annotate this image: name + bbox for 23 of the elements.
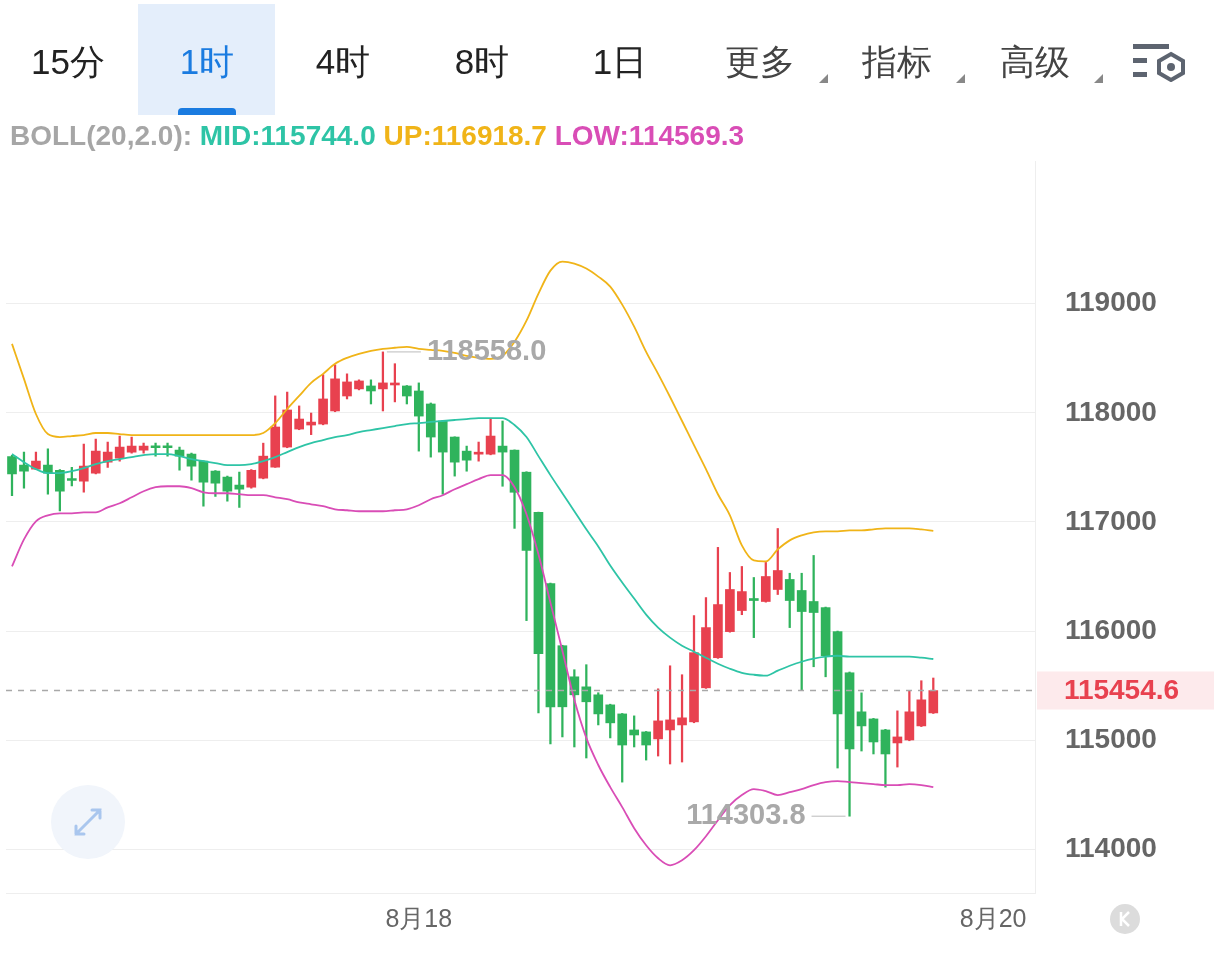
y-tick-label: 119000 xyxy=(1065,286,1157,318)
text: LOW:114569.3 xyxy=(554,120,745,151)
text: 更多 xyxy=(724,41,796,83)
text: 15分 xyxy=(30,41,106,83)
y-tick-label: 115000 xyxy=(1065,722,1157,754)
y-tick-label: 117000 xyxy=(1065,504,1157,536)
ref-line-label: 115454.6 xyxy=(1063,674,1180,706)
y-tick-label: 118000 xyxy=(1065,395,1157,427)
text: 指标 xyxy=(861,41,933,83)
text: MID:115744.0 xyxy=(199,120,377,151)
legend-title: BOLL(20,2.0): xyxy=(10,120,194,151)
line-series xyxy=(11,474,935,867)
y-tick-label: 116000 xyxy=(1065,613,1157,645)
text: 4时 xyxy=(314,41,372,83)
x-tick-label: 8月18 xyxy=(385,903,453,932)
line-series xyxy=(11,260,935,563)
text: 1日 xyxy=(591,41,649,83)
text: 高级 xyxy=(999,41,1071,83)
text: 8时 xyxy=(453,41,511,83)
x-tick-label: 8月20 xyxy=(959,903,1027,932)
text: UP:116918.7 xyxy=(383,120,548,151)
y-tick-label: 114000 xyxy=(1065,832,1157,864)
text: 1时 xyxy=(178,41,236,83)
